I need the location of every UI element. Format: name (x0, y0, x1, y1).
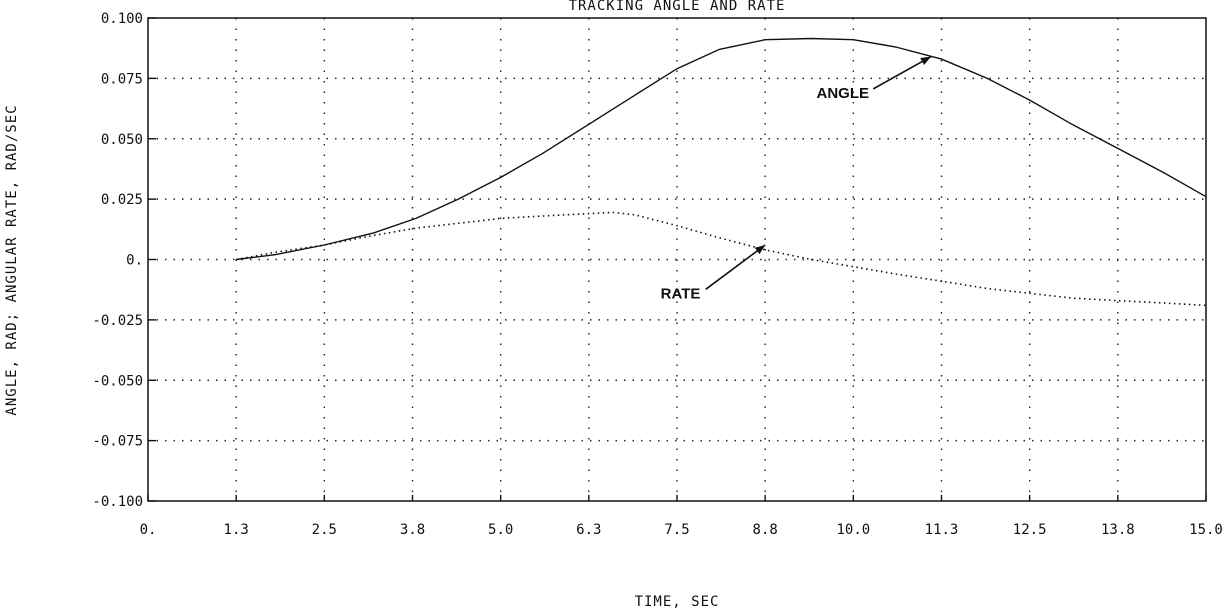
y-tick-label: 0.075 (101, 71, 143, 87)
x-tick-label: 0. (140, 522, 157, 538)
x-tick-label: 5.0 (488, 522, 513, 538)
x-axis-title: TIME, SEC (635, 594, 720, 610)
x-tick-label: 10.0 (836, 522, 870, 538)
x-tick-label: 13.8 (1101, 522, 1135, 538)
series-layer (236, 37, 1207, 307)
x-tick-label: 12.5 (1013, 522, 1047, 538)
x-tick-label: 15.0 (1189, 522, 1223, 538)
x-tick-label: 11.3 (925, 522, 959, 538)
y-tick-label: 0.050 (101, 132, 143, 148)
x-tick-label: 2.5 (312, 522, 337, 538)
rate-series-line (236, 211, 1207, 307)
rate-annotation-arrow (705, 244, 766, 290)
x-tick-label: 7.5 (664, 522, 689, 538)
x-tick-label: 6.3 (576, 522, 601, 538)
annotation-layer: ANGLE RATE (661, 55, 932, 302)
y-tick-label: 0.100 (101, 11, 143, 27)
y-axis-title: ANGLE, RAD; ANGULAR RATE, RAD/SEC (4, 104, 20, 415)
angle-series-line (236, 37, 1207, 261)
tick-layer: 0. 1.3 2.5 3.8 5.0 6.3 7.5 8.8 10.0 11.3 12.5 13.8 1… (92, 11, 1222, 538)
y-tick-label: -0.025 (92, 313, 143, 329)
y-tick-label: -0.100 (92, 494, 143, 510)
angle-annotation-label: ANGLE (817, 85, 870, 102)
x-tick-label: 1.3 (224, 522, 249, 538)
x-tick-label: 8.8 (753, 522, 778, 538)
grid-layer (148, 18, 1206, 501)
y-tick-label: -0.075 (92, 434, 143, 450)
y-tick-label: -0.050 (92, 373, 143, 389)
angle-annotation-arrow (872, 55, 932, 90)
chart-title: TRACKING ANGLE AND RATE (569, 0, 786, 14)
y-tick-label: 0.025 (101, 192, 143, 208)
y-tick-label: 0. (126, 253, 143, 269)
rate-annotation-arrowhead (754, 245, 766, 255)
x-tick-label: 3.8 (400, 522, 425, 538)
rate-annotation-label: RATE (661, 285, 701, 302)
angle-annotation-arrowhead (920, 56, 931, 66)
